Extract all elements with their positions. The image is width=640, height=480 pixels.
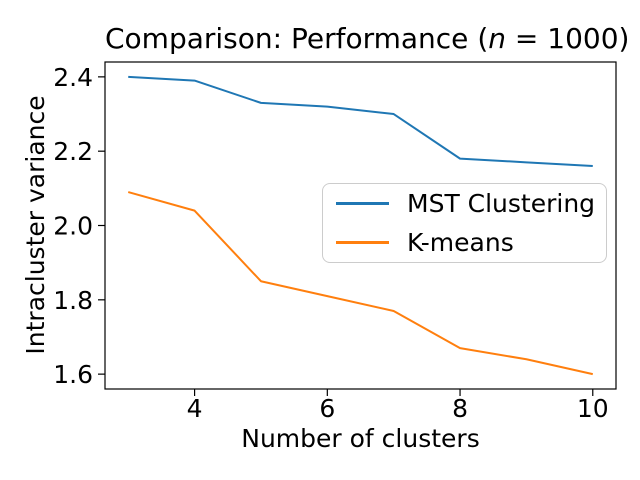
legend-label-kmeans: K-means [407, 227, 514, 257]
x-tick-label: 10 [577, 394, 609, 423]
y-tick-label: 2.4 [53, 63, 93, 92]
x-axis-label: Number of clusters [241, 424, 480, 453]
legend-label-mst-clustering: MST Clustering [407, 188, 596, 218]
chart-title-math-var: n [488, 22, 506, 55]
y-tick-label: 1.8 [53, 286, 93, 315]
legend: MST Clustering K-means [322, 183, 607, 263]
y-tick-label: 2.2 [53, 137, 93, 166]
legend-line-sample-mst-clustering [336, 202, 389, 205]
x-tick-label: 6 [319, 394, 335, 423]
series-line-k-means [127, 191, 593, 376]
y-tick-label: 2.0 [53, 212, 93, 241]
legend-line-sample-kmeans [336, 241, 389, 244]
chart-title: Comparison: Performance (n = 1000) [105, 22, 629, 56]
chart-title-prefix: Comparison: Performance ( [105, 22, 489, 55]
legend-item-mst-clustering: MST Clustering [323, 184, 606, 223]
legend-item-kmeans: K-means [323, 223, 606, 262]
chart-title-suffix: = 1000) [506, 22, 630, 55]
x-tick-label: 4 [187, 394, 203, 423]
x-tick-label: 8 [452, 394, 468, 423]
y-axis-label: Intracluster variance [21, 95, 50, 355]
series-line-mst-clustering [128, 75, 593, 168]
y-tick-label: 1.6 [53, 360, 93, 389]
